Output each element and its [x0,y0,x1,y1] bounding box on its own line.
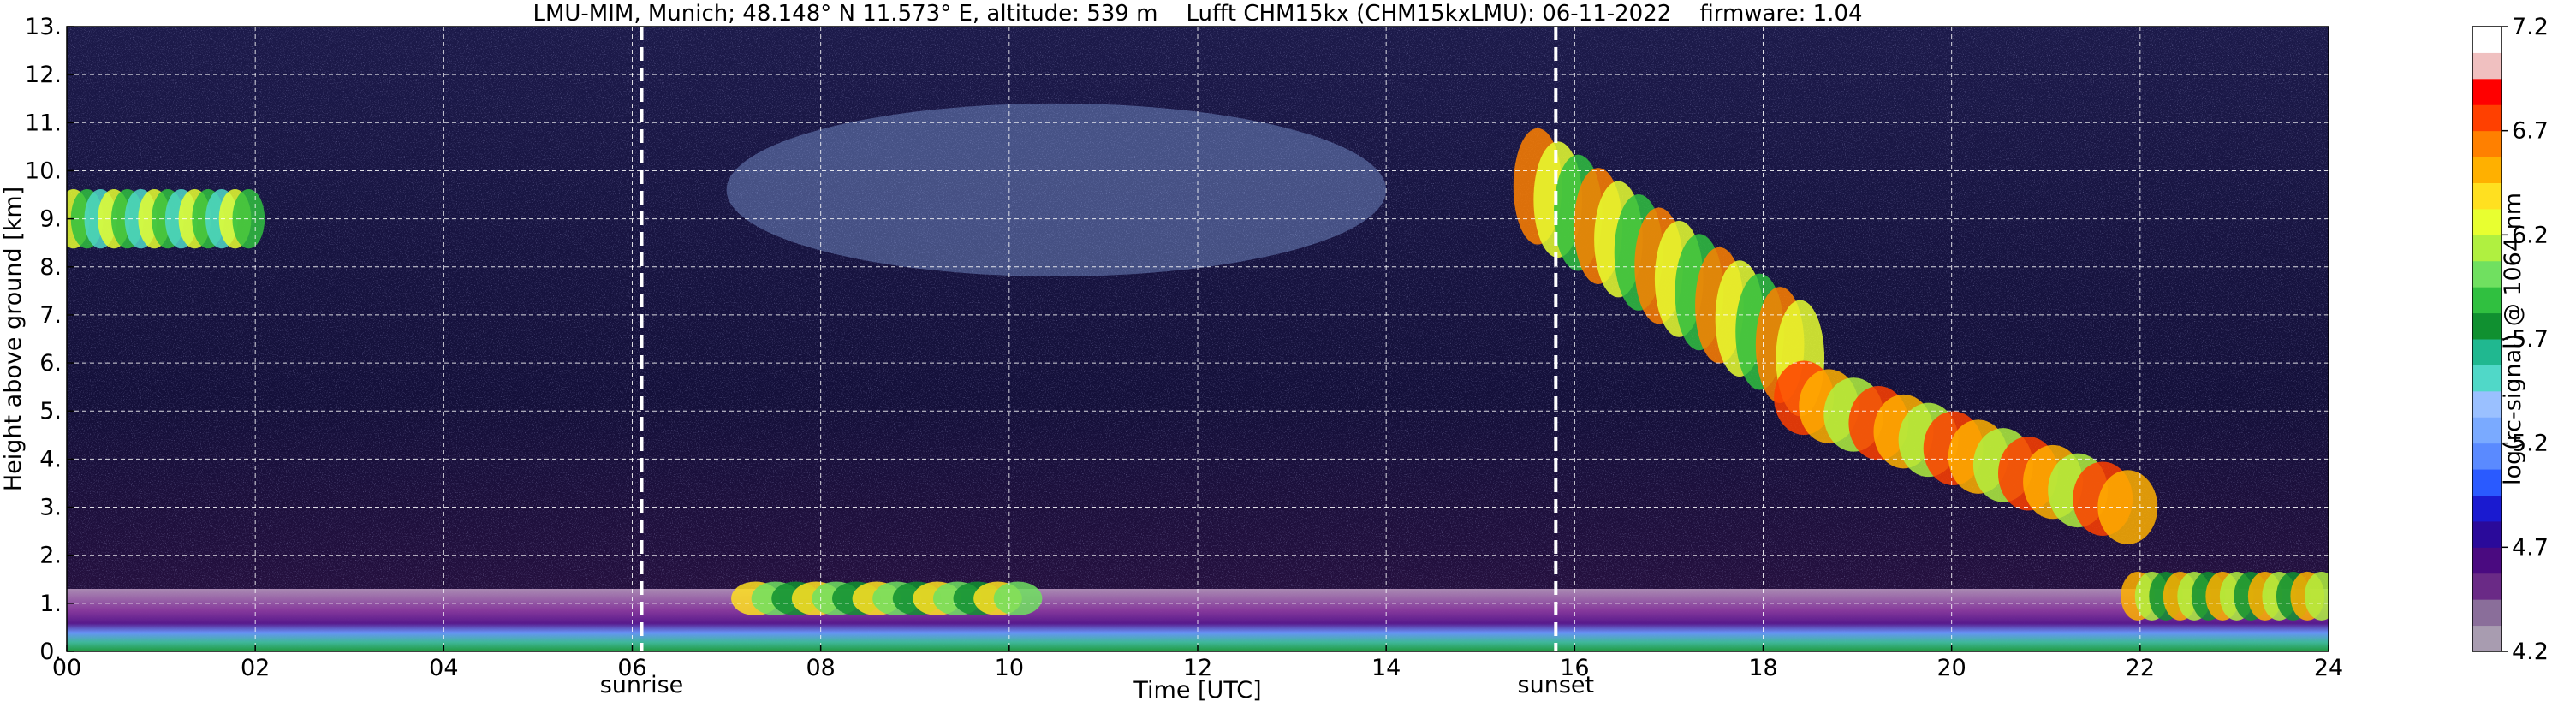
colorbar-tick-label: 5.7 [2512,326,2549,353]
y-tick-label: 2. [39,543,62,569]
colorbar: 4.2 4.7 5.2 5.7 6.2 6.7 7.2 [2472,14,2549,665]
colorbar-segment [2472,27,2502,53]
colorbar-segment [2472,312,2502,340]
cloud-patch [232,189,265,249]
x-axis-label: Time [UTC] [1133,677,1261,704]
colorbar-tick-label: 7.2 [2512,14,2549,40]
x-tick-label: 20 [1936,655,1966,681]
colorbar-segment [2472,469,2502,496]
chart-title: LMU-MIM, Munich; 48.148° N 11.573° E, al… [532,1,1862,27]
colorbar-segment [2472,520,2502,548]
x-axis: 00 02 04 06 08 10 12 14 16 18 20 22 24 [52,645,2343,681]
feature-cirrus-evening-descending [1513,128,1825,417]
colorbar-segment [2472,287,2502,314]
sunset-label: sunset [1518,672,1595,698]
colorbar-label: log(rc-signal) @ 1064 nm [2500,193,2526,485]
y-tick-label: 4. [39,446,62,472]
cirrus-haze [726,103,1387,276]
x-tick-label: 16 [1560,655,1589,681]
colorbar-segment [2472,599,2502,627]
x-tick-label: 10 [995,655,1024,681]
y-tick-label: 1. [39,591,62,617]
colorbar-segment [2472,547,2502,574]
y-tick-label: 10. [25,157,62,184]
colorbar-segment [2472,365,2502,392]
colorbar-segment [2472,417,2502,444]
colorbar-segment [2472,573,2502,600]
feature-low-cloud-late-evening [2121,572,2329,621]
colorbar-segment [2472,182,2502,210]
sun-markers: sunrise sunset [600,27,1594,698]
y-tick-label: 0. [39,639,62,665]
colorbar-segment [2472,130,2502,157]
x-tick-label: 14 [1371,655,1401,681]
y-tick-label: 8. [39,254,62,281]
colorbar-tick-label: 4.2 [2512,639,2549,665]
colorbar-segment [2472,104,2502,132]
feature-mid-level-cloud [1774,360,2158,544]
x-tick-label: 18 [1748,655,1777,681]
colorbar-segment [2472,339,2502,365]
y-tick-label: 11. [25,110,62,136]
x-tick-label: 24 [2314,655,2343,681]
colorbar-tick-label: 5.2 [2512,431,2549,457]
x-tick-label: 06 [617,655,646,681]
cloud-patch [993,581,1043,615]
x-tick-label: 08 [806,655,835,681]
cloud-patch [2304,572,2329,621]
y-tick-label: 6. [39,350,62,377]
colorbar-segment [2472,52,2502,80]
colorbar-segment [2472,390,2502,418]
x-tick-label: 22 [2126,655,2155,681]
feature-thin-cirrus-midday [726,103,1387,276]
y-tick-label: 5. [39,398,62,425]
colorbar-segment [2472,208,2502,235]
colorbar-segment [2472,625,2502,652]
colorbar-tick-label: 4.7 [2512,534,2549,561]
sunrise-label: sunrise [600,672,684,698]
colorbar-segment [2472,443,2502,470]
y-axis-label: Height above ground [km] [0,187,27,491]
grid-lines [67,27,2329,651]
colorbar-segment [2472,78,2502,105]
colorbar-segment [2472,157,2502,183]
y-tick-label: 12. [25,62,62,88]
y-tick-label: 3. [39,495,62,521]
y-tick-label: 9. [39,206,62,233]
x-tick-label: 00 [52,655,81,681]
colorbar-segment [2472,495,2502,522]
x-tick-label: 02 [241,655,270,681]
x-tick-label: 12 [1183,655,1212,681]
y-axis: 0. 1. 2. 3. 4. 5. 6. 7. 8. 9. 10. 11. 12. 13. [25,14,74,665]
feature-low-level-clouds-morning [731,581,1043,615]
colorbar-tick-label: 6.7 [2512,118,2549,145]
colorbar-segment [2472,235,2502,262]
y-tick-label: 13. [25,14,62,40]
colorbar-tick-label: 6.2 [2512,222,2549,248]
y-tick-label: 7. [39,302,62,329]
colorbar-segment [2472,260,2502,288]
x-tick-label: 04 [429,655,458,681]
